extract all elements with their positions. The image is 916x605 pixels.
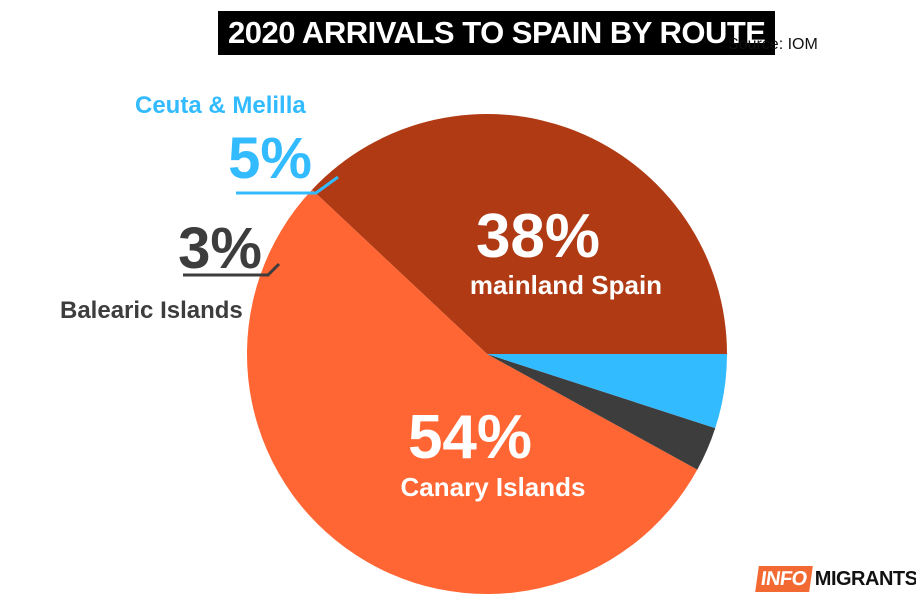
canary-percent-label: 54% — [408, 403, 532, 472]
slice-mainland-spain — [312, 114, 727, 354]
logo-info-text: INFO — [755, 566, 813, 592]
pie-slices — [246, 114, 727, 595]
infomigrants-logo: INFO MIGRANTS — [755, 566, 916, 592]
mainland-name-label: mainland Spain — [470, 270, 662, 300]
canary-name-label: Canary Islands — [401, 472, 586, 502]
chart-title: 2020 ARRIVALS TO SPAIN BY ROUTE — [218, 11, 776, 55]
slice-ceuta-melilla — [487, 354, 727, 429]
balearic-name-label: Balearic Islands — [60, 297, 243, 324]
ceuta-percent-label: 5% — [228, 126, 312, 191]
ceuta-leader-line — [236, 175, 339, 195]
logo-migrants-text: MIGRANTS — [814, 568, 916, 590]
source-label: Source: IOM — [728, 36, 818, 53]
balearic-leader-line — [183, 262, 281, 277]
slice-balearic-islands — [487, 354, 716, 470]
mainland-percent-label: 38% — [476, 202, 600, 271]
slice-canary-islands — [246, 189, 698, 595]
ceuta-name-label: Ceuta & Melilla — [135, 92, 306, 119]
balearic-percent-label: 3% — [178, 216, 262, 281]
